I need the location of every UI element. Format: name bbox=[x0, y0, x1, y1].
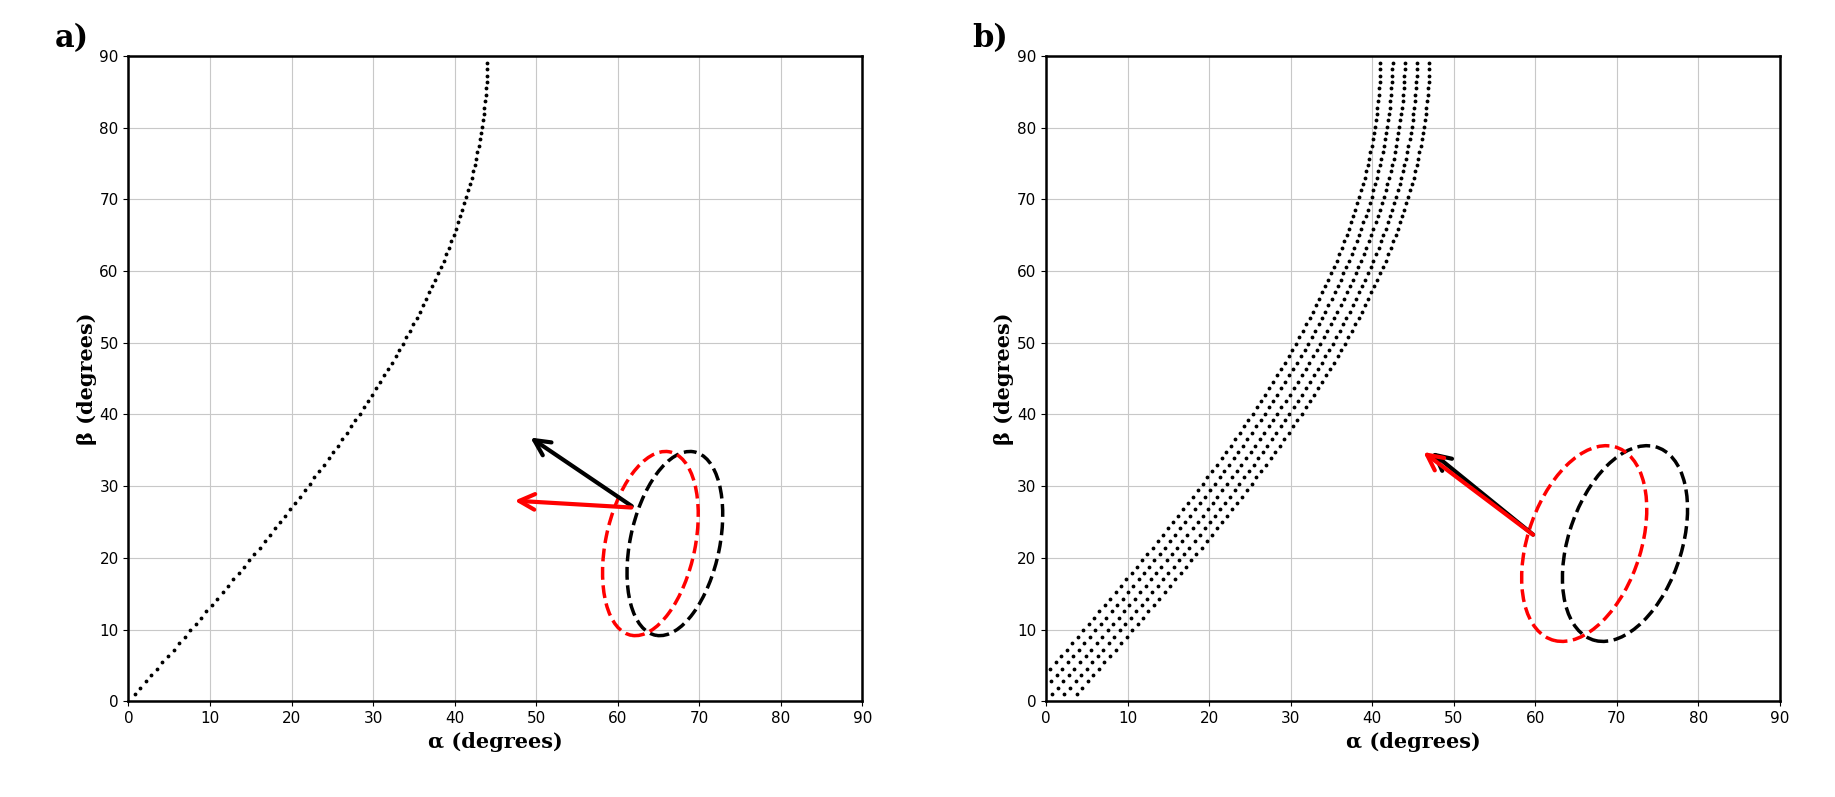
Text: a): a) bbox=[55, 23, 90, 54]
Text: b): b) bbox=[973, 23, 1007, 54]
X-axis label: α (degrees): α (degrees) bbox=[1345, 732, 1481, 752]
X-axis label: α (degrees): α (degrees) bbox=[428, 732, 563, 752]
Y-axis label: β (degrees): β (degrees) bbox=[77, 312, 97, 445]
Y-axis label: β (degrees): β (degrees) bbox=[995, 312, 1015, 445]
